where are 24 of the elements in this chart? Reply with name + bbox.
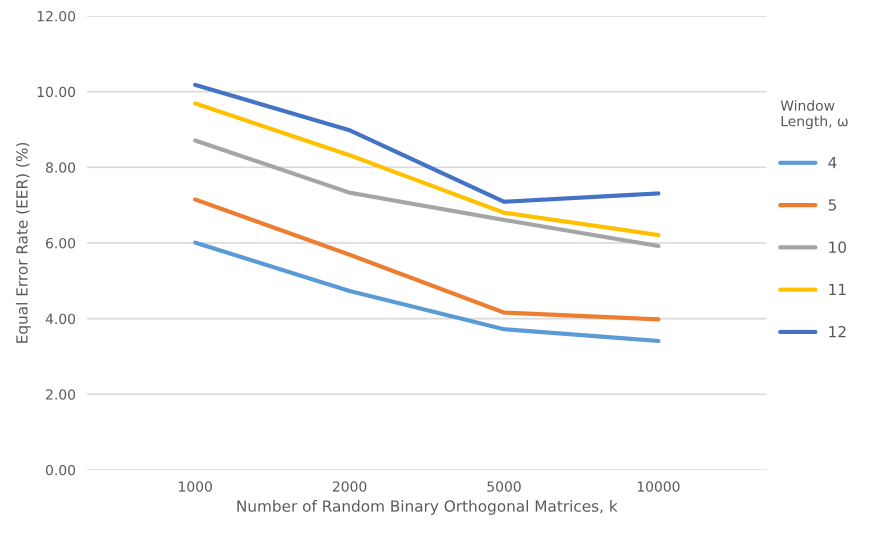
x-tick-label: 10000 — [638, 481, 680, 492]
legend-label: 5 — [828, 199, 836, 211]
x-tick-label: 2000 — [332, 481, 366, 492]
legend-label: 12 — [829, 326, 846, 338]
y-tick-label: 6.00 — [46, 238, 76, 248]
y-tick-label: 8.00 — [46, 162, 76, 173]
legend-label: 10 — [829, 241, 846, 253]
legend-label: 11 — [829, 284, 846, 296]
line-series — [193, 101, 660, 238]
y-tick-label: 10.00 — [38, 86, 76, 98]
line-series — [193, 197, 660, 322]
y-tick-label: 0.00 — [46, 464, 76, 476]
line-series — [193, 138, 660, 248]
y-tick-label: 4.00 — [46, 314, 76, 324]
legend-label: 4 — [828, 157, 836, 168]
line-series — [193, 82, 660, 204]
legend-title: Window Length, ω — [780, 100, 848, 130]
y-tick-label: 12.00 — [38, 10, 76, 22]
x-tick-label: 5000 — [487, 481, 521, 492]
line-series — [193, 240, 660, 344]
y-tick-label: 2.00 — [46, 389, 76, 400]
x-tick-label: 1000 — [179, 481, 212, 492]
x-axis-title: Number of Random Binary Orthogonal Matrices, k — [237, 500, 618, 515]
y-axis-title: Equal Error Rate (EER) (%) — [16, 142, 31, 343]
